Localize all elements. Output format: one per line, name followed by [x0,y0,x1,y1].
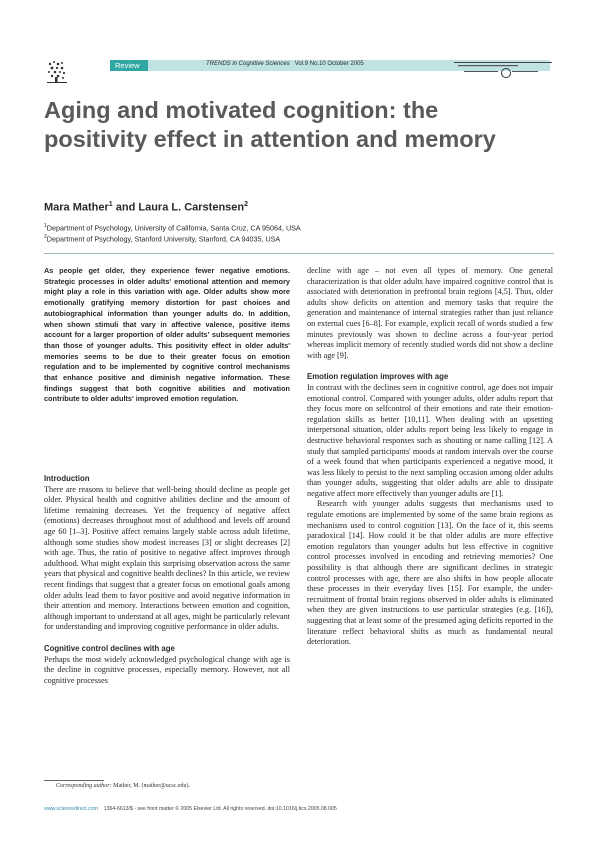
authors: Mara Mather1 and Laura L. Carstensen2 [44,201,248,214]
footnote-rule [44,780,104,781]
header-bar [110,60,550,71]
footnote-label: Corresponding author: [56,783,112,789]
journal-name: TRENDS in Cognitive Sciences [206,61,290,67]
journal-issue: Vol.9 No.10 October 2005 [294,61,364,67]
body-paragraph: decline with age – not even all types of… [307,266,553,360]
left-column: Introduction There are reasons to believ… [44,474,290,686]
corresponding-author-footnote: Corresponding author: Mather, M. (mather… [56,783,190,789]
affiliation: 1Department of Psychology, University of… [44,223,301,232]
elsevier-tree-logo-icon [44,58,70,84]
body-paragraph: Perhaps the most widely acknowledged psy… [44,654,290,685]
affiliation-superscript: 2 [44,234,47,240]
body-paragraph: There are reasons to believe that well-b… [44,484,290,632]
footnote-text: Mather, M. (mather@ucsc.edu). [111,783,191,789]
author-separator: and [112,201,139,214]
author-name: Mara Mather [44,201,109,214]
author-name: Laura L. Carstensen [138,201,245,214]
section-heading: Introduction [44,474,90,483]
section-tag: Review [110,60,148,71]
affiliation-text: Department of Psychology, Stanford Unive… [46,234,281,244]
abstract: As people get older, they experience few… [44,266,290,404]
section-heading: Emotion regulation improves with age [307,372,449,382]
right-column: decline with age – not even all types of… [307,266,553,648]
body-paragraph: Research with younger adults suggests th… [307,499,553,647]
affiliation-text: Department of Psychology, University of … [46,223,301,233]
footer-info: 1364-6613/$ - see front matter © 2005 El… [103,806,337,812]
section-heading: Cognitive control declines with age [44,643,175,653]
body-paragraph: In contrast with the declines seen in co… [307,382,553,498]
article-title: Aging and motivated cognition: the posit… [44,97,496,152]
author-superscript: 1 [108,201,113,208]
author-superscript: 2 [244,201,249,208]
section-divider [44,253,554,254]
footer-link[interactable]: www.sciencedirect.com [44,806,98,812]
journal-citation: TRENDS in Cognitive Sciences Vol.9 No.10… [206,61,364,67]
affiliation-superscript: 1 [44,223,47,229]
affiliation: 2Department of Psychology, Stanford Univ… [44,234,280,243]
page-footer: www.sciencedirect.com 1364-6613/$ - see … [44,806,337,812]
publisher-logo-icon [454,60,554,80]
